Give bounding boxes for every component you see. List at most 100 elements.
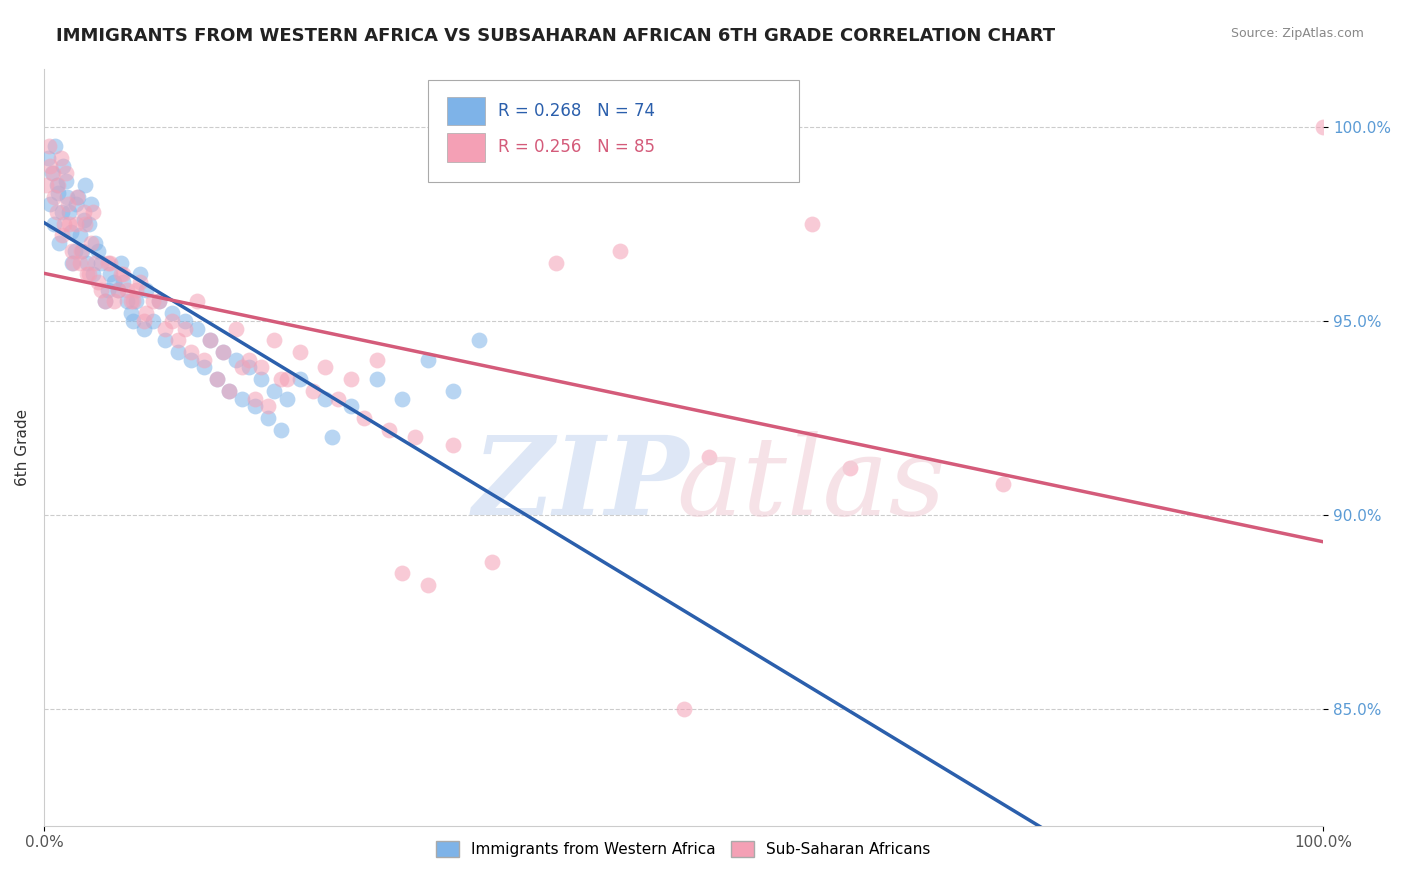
FancyBboxPatch shape [447,96,485,125]
Point [46,186,69,200]
Point [51,205,73,219]
Point [115,294,138,309]
Point [59,225,82,239]
Point [155,321,177,335]
Point [72,244,94,258]
Point [72,213,94,227]
Point [97,283,120,297]
Point [1312,120,1334,134]
Point [800,217,823,231]
Point [82,267,104,281]
Point [276,372,298,386]
Point [67,189,90,203]
Point [80,236,103,251]
FancyBboxPatch shape [427,80,799,182]
Point [97,255,120,269]
Point [200,333,222,347]
Point [39,197,62,211]
Point [55,166,77,180]
Text: Source: ZipAtlas.com: Source: ZipAtlas.com [1230,27,1364,40]
Point [94,294,117,309]
Point [225,352,247,367]
Point [441,438,464,452]
Point [481,555,503,569]
Point [48,236,70,251]
Point [167,345,190,359]
Point [173,314,195,328]
Point [72,205,94,219]
Point [66,189,89,203]
Point [200,333,222,347]
Point [250,360,273,375]
Point [73,217,96,231]
Point [263,333,285,347]
Point [45,205,67,219]
Point [107,283,129,297]
Point [173,321,195,335]
Point [77,217,100,231]
Point [76,267,98,281]
Y-axis label: 6th Grade: 6th Grade [15,409,30,485]
Point [468,333,491,347]
Point [51,228,73,243]
Point [45,178,67,192]
Point [544,255,567,269]
Text: R = 0.256   N = 85: R = 0.256 N = 85 [498,138,655,156]
Point [212,345,235,359]
Text: R = 0.268   N = 74: R = 0.268 N = 74 [498,102,655,120]
Point [270,423,292,437]
Point [243,392,266,406]
Point [120,306,142,320]
Point [55,174,77,188]
Point [231,360,253,375]
Point [122,294,145,309]
Point [122,314,145,328]
Point [41,166,63,180]
Point [128,275,150,289]
Point [218,384,240,398]
Point [90,255,112,269]
Point [107,283,129,297]
Point [42,217,65,231]
Point [672,702,695,716]
Point [404,430,426,444]
Point [193,352,215,367]
Point [46,178,69,192]
Point [65,197,87,211]
Point [135,283,157,297]
Point [58,205,80,219]
Point [340,399,363,413]
Point [69,228,91,243]
Point [76,255,98,269]
Point [353,411,375,425]
Point [37,151,59,165]
Point [84,255,107,269]
Point [65,217,87,231]
Point [90,283,112,297]
Point [63,244,86,258]
Point [73,178,96,192]
Point [218,384,240,398]
Point [132,314,155,328]
Point [838,461,860,475]
Point [288,345,311,359]
Point [441,384,464,398]
Point [84,236,107,251]
Point [160,314,183,328]
Point [62,255,84,269]
Point [314,392,336,406]
Point [132,321,155,335]
Point [238,352,260,367]
Point [115,283,138,297]
Point [52,159,75,173]
Point [366,372,388,386]
Point [276,392,298,406]
Point [416,352,439,367]
Point [35,178,58,192]
Point [225,321,247,335]
Point [38,139,60,153]
Point [128,267,150,281]
Point [205,372,228,386]
Point [42,166,65,180]
Text: atlas: atlas [676,431,946,539]
